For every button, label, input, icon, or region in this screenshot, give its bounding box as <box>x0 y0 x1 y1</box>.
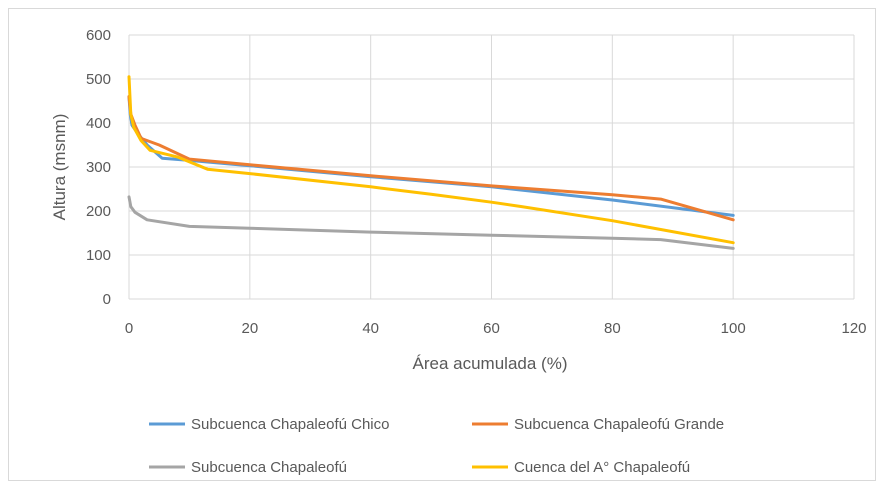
legend-label: Subcuenca Chapaleofú Chico <box>191 416 389 433</box>
series-line-3 <box>127 195 735 250</box>
y-tick-label: 600 <box>86 27 111 44</box>
x-tick-label: 60 <box>483 320 500 337</box>
y-tick-label: 500 <box>86 71 111 88</box>
x-tick-label: 20 <box>241 320 258 337</box>
legend-label: Cuenca del A° Chapaleofú <box>514 459 690 476</box>
legend-label: Subcuenca Chapaleofú Grande <box>514 416 724 433</box>
chart-frame <box>8 8 876 481</box>
y-tick-label: 0 <box>103 291 111 308</box>
legend-label: Subcuenca Chapaleofú <box>191 459 347 476</box>
series-line-2 <box>127 95 735 222</box>
series-line-4 <box>127 75 735 245</box>
x-tick-labels: 0 20 40 60 80 100 120 <box>125 320 867 337</box>
x-tick-label: 80 <box>604 320 621 337</box>
legend: Subcuenca Chapaleofú Chico Subcuenca Chap… <box>149 416 724 476</box>
x-tick-label: 0 <box>125 320 133 337</box>
y-axis-title: Altura (msnm) <box>50 114 69 221</box>
x-tick-label: 120 <box>841 320 866 337</box>
y-tick-label: 300 <box>86 159 111 176</box>
y-tick-labels: 0 100 200 300 400 500 600 <box>86 27 111 308</box>
x-axis-title: Área acumulada (%) <box>413 354 568 373</box>
gridlines <box>128 34 855 300</box>
series-lines <box>127 75 735 250</box>
y-tick-label: 200 <box>86 203 111 220</box>
y-tick-label: 400 <box>86 115 111 132</box>
x-tick-label: 40 <box>362 320 379 337</box>
y-tick-label: 100 <box>86 247 111 264</box>
x-tick-label: 100 <box>721 320 746 337</box>
